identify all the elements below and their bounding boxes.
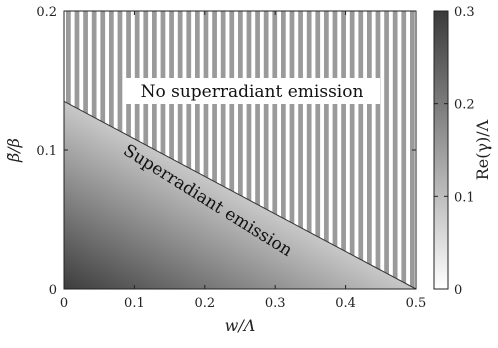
x-tick-label: 0.3	[265, 296, 286, 311]
x-tick-label: 0.5	[406, 296, 427, 311]
stripe	[376, 11, 381, 289]
x-axis-label: w/Λ	[225, 316, 256, 335]
colorbar: 0 0.1 0.2 0.3 Re(γ)/Λ	[434, 5, 492, 298]
x-tick-label: 0.1	[124, 296, 145, 311]
colorbar-label: Re(γ)/Λ	[473, 119, 492, 180]
stripe	[350, 11, 355, 289]
y-tick-label: 0.1	[36, 144, 57, 159]
x-tick-label: 0.2	[194, 296, 215, 311]
stripe	[393, 11, 398, 289]
stripe	[341, 11, 346, 289]
colorbar-tick-label: 0.2	[454, 98, 475, 113]
y-tick-label: 0.2	[36, 5, 57, 20]
stripe	[401, 11, 406, 289]
y-tick-label: 0	[49, 283, 57, 298]
colorbar-gradient	[434, 11, 448, 289]
stripe	[367, 11, 372, 289]
x-tick-label: 0	[60, 296, 68, 311]
colorbar-tick-label: 0.3	[454, 5, 475, 20]
plot-area	[64, 11, 416, 289]
y-axis-label: β̃/β	[4, 138, 23, 163]
x-tick-label: 0.4	[335, 296, 356, 311]
no-emission-label: No superradiant emission	[141, 82, 364, 102]
stripe	[384, 11, 389, 289]
colorbar-tick-label: 0.1	[454, 190, 475, 205]
stripe	[358, 11, 363, 289]
colorbar-tick-label: 0	[454, 283, 462, 298]
